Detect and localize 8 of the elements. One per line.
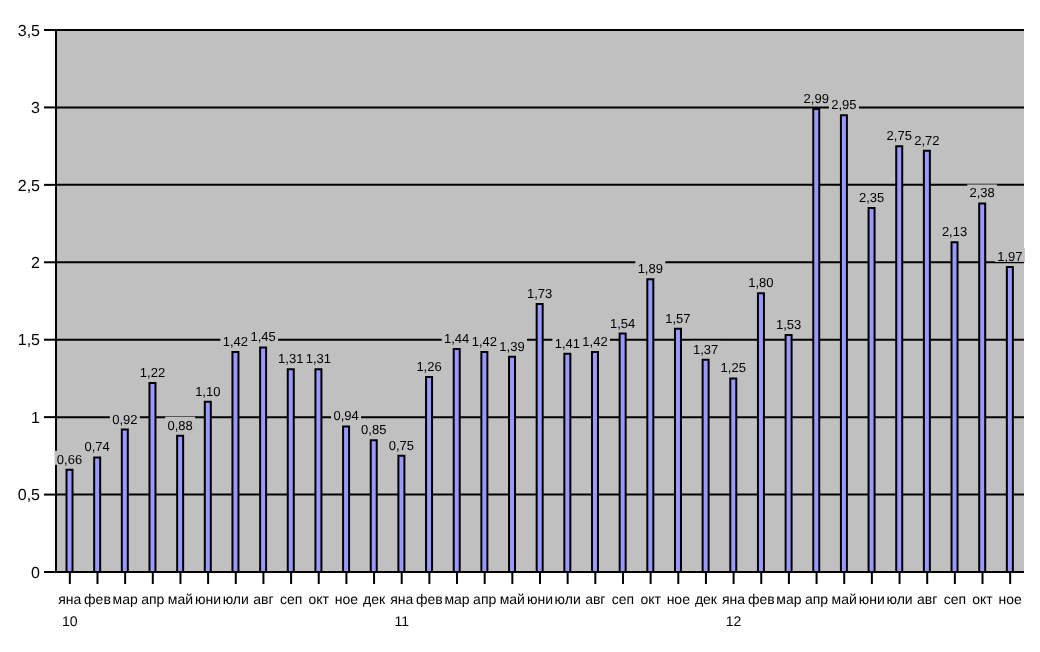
y-tick-label: 0 — [31, 563, 42, 582]
y-tick-label: 3 — [31, 99, 42, 118]
y-tick-label: 1 — [31, 408, 42, 427]
y-tick-label: 2,5 — [17, 176, 42, 195]
y-tick-label: 3,5 — [17, 21, 42, 40]
y-tick-label: 1,5 — [17, 331, 42, 350]
y-tick-label: 0,5 — [17, 486, 42, 505]
y-tick-label: 2 — [31, 253, 42, 272]
